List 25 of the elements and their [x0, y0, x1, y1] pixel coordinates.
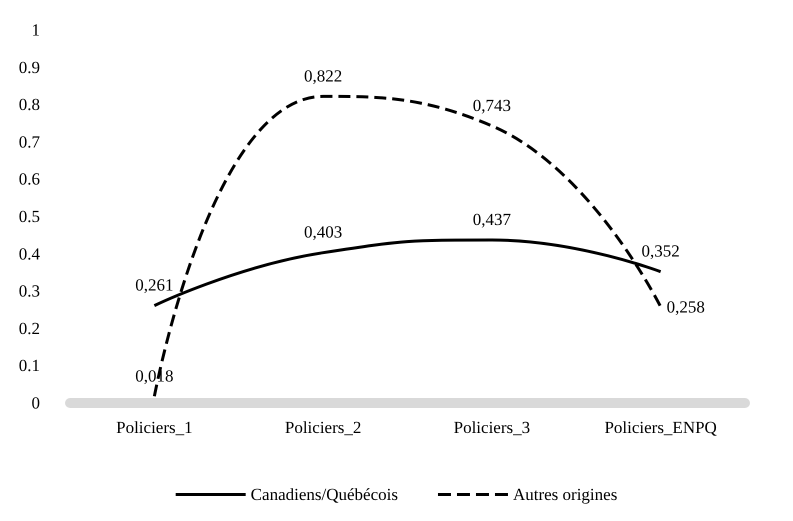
x-tick-label: Policiers_3 — [454, 418, 530, 437]
x-tick-label: Policiers_1 — [116, 418, 193, 437]
y-tick-label: 0.9 — [18, 58, 40, 77]
data-label: 0,403 — [304, 222, 342, 242]
data-label: 0,261 — [135, 276, 174, 295]
data-label: 0,018 — [135, 366, 174, 386]
x-tick-label: Policiers_ENPQ — [604, 418, 717, 437]
legend-label: Canadiens/Québécois — [250, 485, 398, 504]
x-tick-label: Policiers_2 — [284, 418, 362, 437]
data-label: 0,743 — [472, 96, 511, 115]
y-tick-label: 0.2 — [18, 318, 40, 338]
y-tick-label: 0.5 — [18, 207, 40, 226]
y-tick-label: 1 — [32, 20, 40, 40]
data-label: 0,258 — [666, 297, 705, 316]
data-label: 0,352 — [642, 242, 680, 261]
y-tick-label: 0.3 — [18, 282, 40, 301]
legend-label: Autres origines — [512, 485, 618, 504]
y-tick-label: 0 — [32, 394, 40, 412]
y-tick-label: 0.1 — [18, 356, 40, 376]
y-tick-label: 0.7 — [18, 132, 40, 152]
y-tick-label: 0.4 — [18, 244, 40, 264]
data-label: 0,822 — [304, 66, 342, 86]
y-tick-label: 0.8 — [18, 95, 40, 114]
y-tick-label: 0.6 — [18, 170, 40, 189]
data-label: 0,437 — [472, 210, 512, 229]
